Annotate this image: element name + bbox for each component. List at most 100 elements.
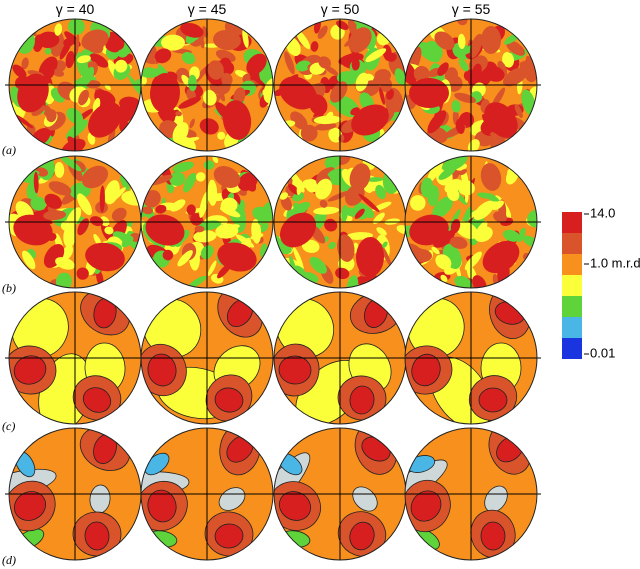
contour-region xyxy=(410,195,426,211)
colorbar-label: 0.01 xyxy=(590,345,615,360)
contour-region xyxy=(30,196,47,211)
contour-region xyxy=(252,206,273,223)
contour-region xyxy=(105,42,120,53)
contour-region xyxy=(482,201,501,207)
contour-region xyxy=(396,225,406,235)
contour-region xyxy=(44,193,62,209)
contour-region xyxy=(213,166,241,188)
contour-region xyxy=(502,67,528,87)
contour-region xyxy=(457,33,466,49)
contour-region xyxy=(107,187,126,205)
contour-region xyxy=(314,122,337,131)
pole-outline xyxy=(404,427,538,561)
contour-region xyxy=(484,102,518,138)
contour-region xyxy=(162,249,174,261)
contour-region xyxy=(188,275,207,288)
contour-region xyxy=(149,174,173,186)
contour-region xyxy=(427,160,444,183)
contour-region xyxy=(378,86,386,105)
contour-region xyxy=(114,59,128,73)
contour-region xyxy=(358,193,380,213)
contour-region xyxy=(77,193,93,216)
contour-region xyxy=(441,156,468,172)
contour-region xyxy=(222,100,252,140)
contour-region xyxy=(279,212,317,248)
contour-region xyxy=(514,104,523,118)
contour-region xyxy=(172,161,194,173)
colorbar-swatch xyxy=(562,296,582,317)
contour-region xyxy=(200,38,205,49)
contour-region xyxy=(120,175,130,191)
column-header: γ = 40 xyxy=(56,1,95,17)
contour-region xyxy=(78,89,89,106)
contour-region xyxy=(233,87,246,105)
pole-figure xyxy=(9,19,141,151)
contour-region xyxy=(207,60,224,80)
contour-region xyxy=(181,51,196,65)
contour-region xyxy=(194,225,205,233)
contour-region xyxy=(355,237,385,277)
contour-region xyxy=(319,199,328,208)
contour-region xyxy=(195,172,206,182)
contour-region xyxy=(112,184,118,191)
contour-region xyxy=(376,227,387,236)
contour-region xyxy=(413,66,430,82)
contour-region xyxy=(437,62,449,77)
contour-region xyxy=(434,31,455,50)
contour-region xyxy=(449,236,468,249)
contour-region xyxy=(65,50,75,69)
contour-region xyxy=(394,68,406,86)
contour-region xyxy=(295,29,311,50)
row-label: (a) xyxy=(2,143,16,157)
contour-region xyxy=(96,270,104,286)
contour-region xyxy=(81,29,109,51)
pole-figure xyxy=(9,428,141,560)
colorbar-swatch xyxy=(562,233,582,254)
colorbar-swatch xyxy=(562,254,582,275)
contour-region xyxy=(178,96,202,109)
contour-region xyxy=(237,172,258,191)
contour-region xyxy=(33,171,39,194)
contour-region xyxy=(142,206,154,215)
colorbar-swatch xyxy=(562,317,582,338)
contour-region xyxy=(335,267,350,280)
contour-region xyxy=(292,246,304,271)
contour-region xyxy=(288,183,300,195)
contour-region xyxy=(13,114,34,129)
contour-region xyxy=(279,192,288,200)
contour-region xyxy=(313,206,340,215)
contour-region xyxy=(65,207,82,229)
pole-figure xyxy=(274,19,406,151)
contour-region xyxy=(55,272,72,288)
contour-region xyxy=(90,216,104,227)
contour-region xyxy=(424,49,432,58)
contour-region xyxy=(481,26,501,54)
contour-region xyxy=(464,187,469,203)
contour-region xyxy=(296,180,303,195)
pole-figure xyxy=(274,156,406,288)
contour-region xyxy=(502,51,515,68)
contour-region xyxy=(348,27,372,53)
colorbar-swatch xyxy=(562,338,582,359)
contour-region xyxy=(82,387,112,413)
contour-region xyxy=(329,81,348,103)
contour-region xyxy=(305,178,319,193)
contour-region xyxy=(293,202,300,212)
contour-region xyxy=(99,185,105,213)
contour-region xyxy=(221,72,233,86)
contour-region xyxy=(149,73,181,113)
contour-region xyxy=(444,67,458,83)
contour-region xyxy=(68,19,85,35)
contour-region xyxy=(372,75,384,86)
contour-region xyxy=(502,229,521,242)
contour-region xyxy=(43,210,66,221)
contour-region xyxy=(355,72,369,92)
contour-region xyxy=(58,156,82,172)
contour-region xyxy=(193,230,217,243)
contour-region xyxy=(219,206,241,218)
pole-figure xyxy=(274,292,406,424)
contour-region xyxy=(409,78,449,108)
contour-region xyxy=(180,22,204,38)
contour-region xyxy=(47,68,55,79)
contour-region xyxy=(482,240,520,274)
